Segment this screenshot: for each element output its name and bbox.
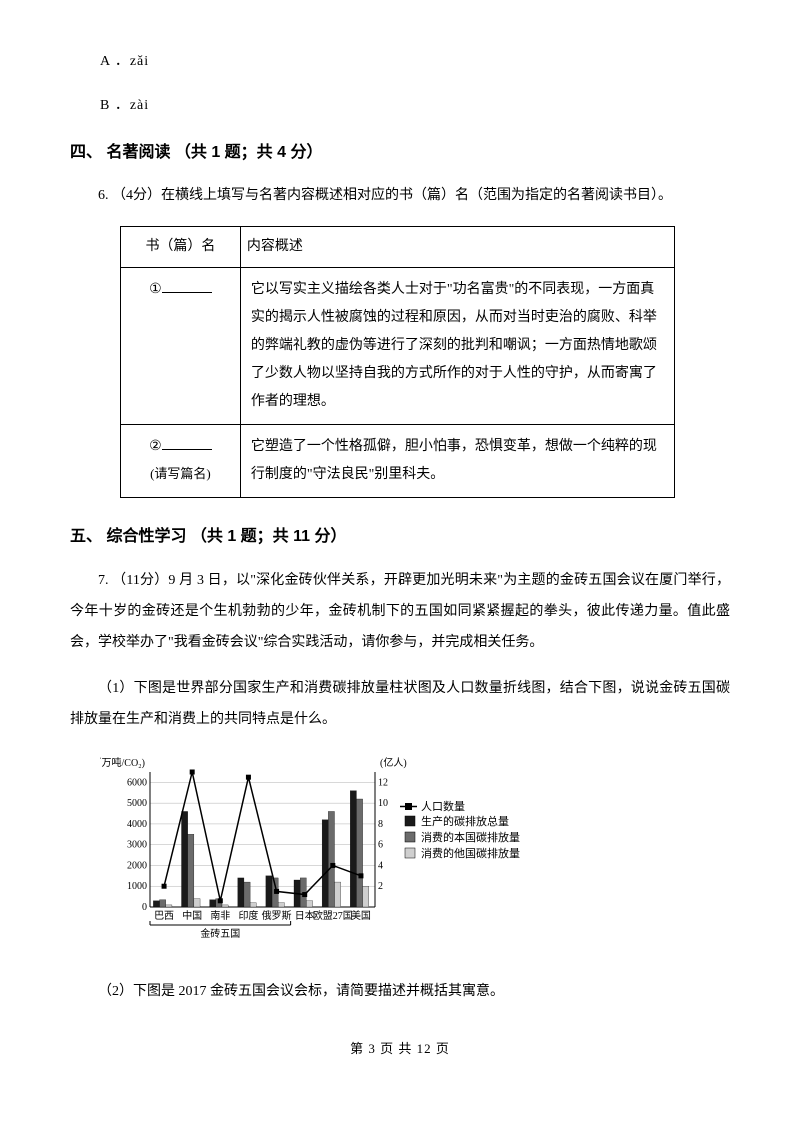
- table-row: ② (请写篇名) 它塑造了一个性格孤僻，胆小怕事，恐惧变革，想做一个纯粹的现行制…: [121, 425, 675, 498]
- svg-text:2000: 2000: [127, 860, 147, 871]
- blank-line[interactable]: [162, 436, 212, 450]
- q6-intro: 6. （4分）在横线上填写与名著内容概述相对应的书（篇）名（范围为指定的名著阅读…: [70, 182, 730, 210]
- chart-container: (百万吨/CO₂) (亿人) 0 1000 2000 3000 4000 5000 6000 2 4…: [100, 752, 730, 957]
- row1-desc: 它以写实主义描绘各类人士对于"功名富贵"的不同表现，一方面真实的揭示人性被腐蚀的…: [240, 268, 674, 425]
- svg-text:10: 10: [378, 798, 388, 809]
- q7-sub1: （1）下图是世界部分国家生产和消费碳排放量柱状图及人口数量折线图，结合下图，说说…: [70, 674, 730, 736]
- svg-text:中国: 中国: [182, 909, 202, 922]
- option-a: A ．zǎi: [70, 50, 730, 70]
- svg-text:俄罗斯: 俄罗斯: [262, 909, 292, 922]
- svg-text:4000: 4000: [127, 819, 147, 830]
- carbon-emission-chart: (百万吨/CO₂) (亿人) 0 1000 2000 3000 4000 5000 6000 2 4…: [100, 752, 530, 952]
- row2-note: (请写篇名): [150, 466, 211, 481]
- svg-text:1000: 1000: [127, 881, 147, 892]
- svg-text:6000: 6000: [127, 777, 147, 788]
- option-b: B ．zài: [70, 94, 730, 114]
- svg-text:2: 2: [378, 881, 383, 892]
- svg-text:欧盟27国: 欧盟27国: [313, 910, 353, 922]
- svg-text:金砖五国: 金砖五国: [200, 927, 240, 940]
- svg-text:人口数量: 人口数量: [421, 800, 465, 813]
- svg-text:巴西: 巴西: [154, 910, 174, 922]
- row2-num: ②: [149, 433, 162, 461]
- svg-text:消费的本国碳排放量: 消费的本国碳排放量: [421, 830, 520, 844]
- svg-text:8: 8: [378, 819, 383, 830]
- section-4-heading: 四、 名著阅读 （共 1 题；共 4 分）: [70, 138, 730, 162]
- svg-text:0: 0: [142, 902, 147, 913]
- row2-name: ② (请写篇名): [121, 425, 241, 498]
- svg-text:印度: 印度: [238, 909, 258, 922]
- svg-text:4: 4: [378, 860, 383, 871]
- section-5-heading: 五、 综合性学习 （共 1 题；共 11 分）: [70, 522, 730, 546]
- svg-text:南非: 南非: [210, 909, 230, 922]
- table-row: 书（篇）名 内容概述: [121, 227, 675, 268]
- row1-num: ①: [149, 276, 162, 304]
- book-table: 书（篇）名 内容概述 ① 它以写实主义描绘各类人士对于"功名富贵"的不同表现，一…: [120, 226, 675, 498]
- q7-intro: 7. （11分）9 月 3 日，以"深化金砖伙伴关系，开辟更加光明未来"为主题的…: [70, 566, 730, 658]
- table-row: ① 它以写实主义描绘各类人士对于"功名富贵"的不同表现，一方面真实的揭示人性被腐…: [121, 268, 675, 425]
- svg-text:生产的碳排放总量: 生产的碳排放总量: [421, 814, 509, 828]
- svg-text:12: 12: [378, 777, 388, 788]
- svg-text:(亿人): (亿人): [380, 756, 407, 769]
- row2-desc: 它塑造了一个性格孤僻，胆小怕事，恐惧变革，想做一个纯粹的现行制度的"守法良民"别…: [240, 425, 674, 498]
- svg-text:3000: 3000: [127, 840, 147, 851]
- q7-sub2: （2）下图是 2017 金砖五国会议会标，请简要描述并概括其寓意。: [70, 977, 730, 1008]
- svg-text:5000: 5000: [127, 798, 147, 809]
- svg-text:6: 6: [378, 840, 383, 851]
- row1-name: ①: [121, 268, 241, 425]
- header-desc: 内容概述: [240, 227, 674, 268]
- blank-line[interactable]: [162, 279, 212, 293]
- svg-text:消费的他国碳排放量: 消费的他国碳排放量: [421, 846, 520, 860]
- svg-text:美国: 美国: [351, 909, 371, 922]
- header-name: 书（篇）名: [121, 227, 241, 268]
- svg-text:(百万吨/CO₂): (百万吨/CO₂): [100, 756, 145, 769]
- svg-text:日本: 日本: [295, 909, 315, 922]
- page-footer: 第 3 页 共 12 页: [70, 1038, 730, 1057]
